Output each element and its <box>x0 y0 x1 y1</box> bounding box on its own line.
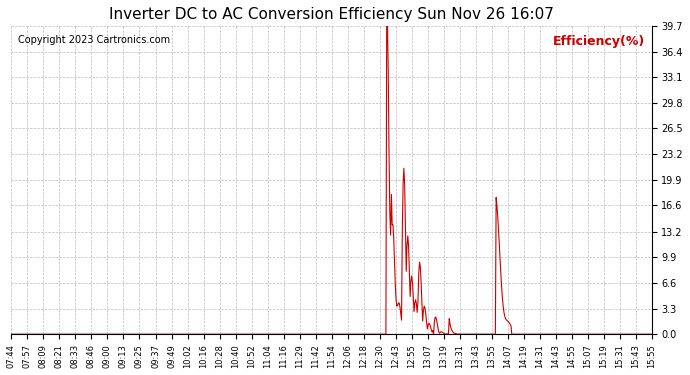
Text: Copyright 2023 Cartronics.com: Copyright 2023 Cartronics.com <box>18 35 170 45</box>
Title: Inverter DC to AC Conversion Efficiency Sun Nov 26 16:07: Inverter DC to AC Conversion Efficiency … <box>109 7 554 22</box>
Text: Efficiency(%): Efficiency(%) <box>553 35 645 48</box>
